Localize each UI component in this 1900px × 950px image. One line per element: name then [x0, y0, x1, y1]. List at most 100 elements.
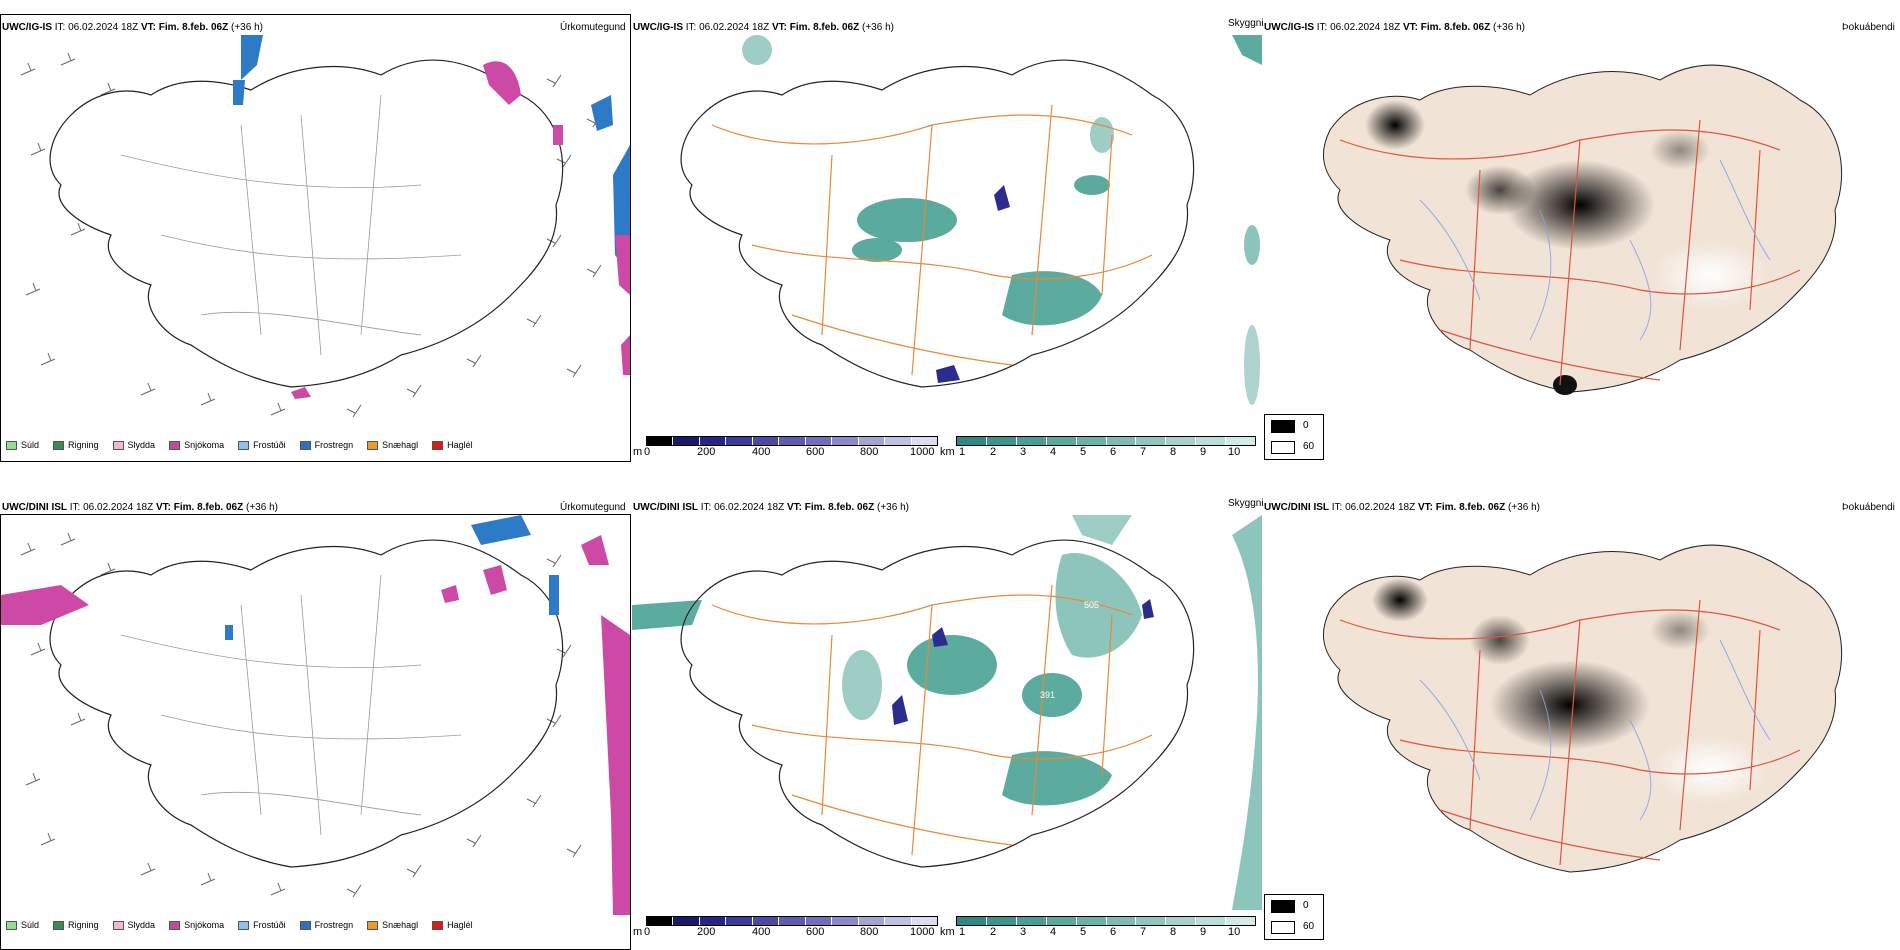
- visibility-tick: 3: [1020, 446, 1027, 458]
- swatch: [432, 920, 444, 930]
- visibility-tick: 7: [1140, 926, 1147, 938]
- cloud-base-areas: [936, 185, 1010, 383]
- vt-label: VT:: [1402, 22, 1418, 33]
- cloud-base-tick: 400: [752, 446, 771, 458]
- precip-legend: Súld Rigning Slydda Snjókoma Frostúði Fr…: [6, 440, 481, 450]
- precip-map-frame: [0, 14, 631, 462]
- row-1: UWC/IG-IS IT: 06.02.2024 18Z VT: Fim. 8.…: [0, 0, 1900, 470]
- cloud-map: 505 391 282: [632, 515, 1262, 910]
- fog-light-label: 60: [1303, 441, 1315, 452]
- visibility-tick: 8: [1170, 926, 1177, 938]
- row-2: UWC/DINI ISL IT: 06.02.2024 18Z VT: Fim.…: [0, 480, 1900, 950]
- swatch: [169, 440, 181, 450]
- legend-item-slydda: Slydda: [112, 440, 156, 450]
- cloud-base-tick: 0: [644, 446, 651, 458]
- legend-label: Snjókoma: [184, 440, 225, 450]
- precip-title: Úrkomutegund: [560, 22, 626, 33]
- precip-header: UWC/IG-IS IT: 06.02.2024 18Z VT: Fim. 8.…: [2, 22, 263, 34]
- visibility-bar: [956, 436, 1256, 446]
- legend-item-snaehagl: Snæhagl: [367, 440, 418, 450]
- lead-time: (+36 h): [1508, 502, 1540, 513]
- fog-areas: [1372, 578, 1770, 805]
- fog-title: Þokuábendi: [1842, 22, 1895, 33]
- lead-time: (+36 h): [877, 502, 909, 513]
- roads: [711, 584, 1153, 856]
- roads: [1339, 119, 1801, 386]
- legend-item-frostudi: Frostúði: [238, 440, 286, 450]
- visibility-tick: 1: [959, 446, 966, 458]
- it-label: IT:: [69, 502, 81, 513]
- legend-label: Rigning: [68, 920, 99, 930]
- vt-value: Fim. 8.feb. 06Z: [1435, 502, 1506, 513]
- cloud-base-tick: 800: [860, 446, 879, 458]
- visibility-tick: 10: [1228, 446, 1241, 458]
- fog-legend: 0 60: [1264, 894, 1324, 940]
- precip-title: Úrkomutegund: [560, 502, 626, 513]
- cloud-title: Skyggni: [1228, 498, 1264, 509]
- fog-header: UWC/DINI ISL IT: 06.02.2024 18Z VT: Fim.…: [1264, 502, 1540, 514]
- it-label: IT:: [1331, 502, 1343, 513]
- fog-title: Þokuábendi: [1842, 502, 1895, 513]
- swatch: [367, 440, 379, 450]
- fog-legend: 0 60: [1264, 414, 1324, 460]
- legend-item-sudl: Súld: [6, 920, 39, 930]
- iceland-outline: [49, 59, 564, 388]
- cloud-base-tick: 200: [697, 446, 716, 458]
- model-name: UWC/IG-IS: [633, 22, 683, 33]
- cloud-base-unit: m: [633, 926, 643, 938]
- model-name: UWC/DINI ISL: [633, 502, 698, 513]
- legend-label: Snæhagl: [382, 440, 419, 450]
- fog-light-box: [1271, 441, 1295, 454]
- it-value: 06.02.2024 18Z: [1345, 502, 1416, 513]
- vt-label: VT:: [1417, 502, 1433, 513]
- visibility-bar: [956, 916, 1256, 926]
- lead-time: (+36 h): [246, 502, 278, 513]
- visibility-tick: 9: [1200, 926, 1207, 938]
- cloud-base-tick: 400: [752, 926, 771, 938]
- cloud-label: 282: [1114, 772, 1129, 782]
- legend-item-slydda: Slydda: [112, 920, 156, 930]
- visibility-areas: [632, 515, 1262, 910]
- visibility-tick: 8: [1170, 446, 1177, 458]
- it-value: 06.02.2024 18Z: [1330, 22, 1401, 33]
- roads: [1339, 599, 1801, 866]
- model-name: UWC/IG-IS: [1264, 22, 1314, 33]
- visibility-tick: 9: [1200, 446, 1207, 458]
- legend-item-snjokoma: Snjókoma: [169, 920, 224, 930]
- wind-barbs: [20, 532, 582, 898]
- cloud-header: UWC/IG-IS IT: 06.02.2024 18Z VT: Fim. 8.…: [633, 22, 894, 34]
- fog-dark-box: [1271, 900, 1295, 913]
- wind-barbs: [20, 52, 602, 418]
- it-value: 06.02.2024 18Z: [699, 22, 770, 33]
- swatch: [6, 920, 17, 930]
- model-name: UWC/IG-IS: [2, 22, 52, 33]
- visibility-tick: 2: [990, 446, 997, 458]
- vt-value: Fim. 8.feb. 06Z: [789, 22, 860, 33]
- visibility-areas: [742, 35, 1262, 405]
- legend-item-haglel: Haglél: [432, 440, 473, 450]
- it-value: 06.02.2024 18Z: [68, 22, 139, 33]
- cloud-base-tick: 1000: [910, 446, 935, 458]
- swatch: [53, 440, 65, 450]
- vt-value: Fim. 8.feb. 06Z: [1420, 22, 1491, 33]
- legend-label: Slydda: [127, 920, 156, 930]
- fog-light-box: [1271, 921, 1295, 934]
- visibility-tick: 10: [1228, 926, 1241, 938]
- cloud-label: 391: [1040, 690, 1055, 700]
- legend-item-sudl: Súld: [6, 440, 39, 450]
- it-label: IT:: [685, 22, 697, 33]
- cloud-base-tick: 600: [806, 926, 825, 938]
- precip-legend: Súld Rigning Slydda Snjókoma Frostúði Fr…: [6, 920, 481, 930]
- swatch: [112, 920, 124, 930]
- precip-map: [1, 515, 630, 915]
- legend-label: Slydda: [127, 440, 156, 450]
- vt-label: VT:: [786, 502, 802, 513]
- cloud-title: Skyggni: [1228, 18, 1264, 29]
- visibility-tick: 4: [1050, 446, 1057, 458]
- visibility-tick: 4: [1050, 926, 1057, 938]
- cloud-header: UWC/DINI ISL IT: 06.02.2024 18Z VT: Fim.…: [633, 502, 909, 514]
- visibility-unit: km: [940, 446, 955, 458]
- swatch: [6, 440, 17, 450]
- cloud-base-tick: 200: [697, 926, 716, 938]
- swatch: [299, 920, 311, 930]
